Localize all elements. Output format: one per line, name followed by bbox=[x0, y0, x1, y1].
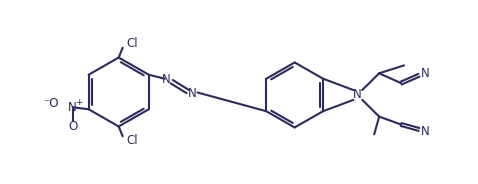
Text: N: N bbox=[353, 89, 362, 101]
Text: N: N bbox=[188, 87, 197, 100]
Text: N: N bbox=[68, 101, 77, 114]
Text: Cl: Cl bbox=[127, 37, 138, 50]
Text: ⁻O: ⁻O bbox=[43, 97, 59, 110]
Text: +: + bbox=[75, 98, 82, 107]
Text: N: N bbox=[163, 73, 171, 86]
Text: O: O bbox=[68, 121, 77, 133]
Text: Cl: Cl bbox=[127, 134, 138, 147]
Text: N: N bbox=[421, 125, 429, 138]
Text: N: N bbox=[421, 67, 429, 80]
